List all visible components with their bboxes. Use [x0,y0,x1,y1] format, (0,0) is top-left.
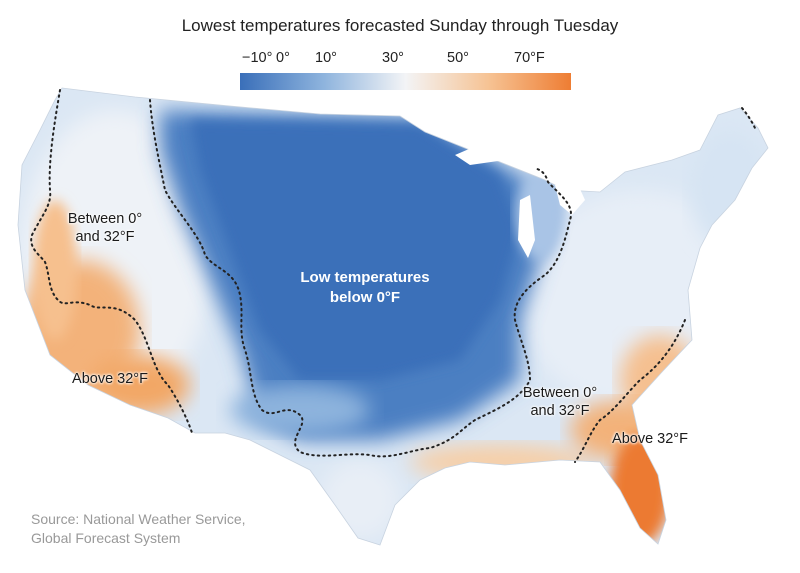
temperature-field [18,88,768,545]
label-line: and 32°F [530,403,590,419]
scale-tick-label: 0° [276,50,290,66]
isotherm-west [30,89,193,434]
map-title: Lowest temperatures forecasted Sunday th… [181,16,619,35]
label-line: and 32°F [75,229,135,245]
isotherm-central [149,99,572,458]
label-center-below: Low temperatures below 0°F [285,268,445,308]
scale-tick-label: 30° [382,50,404,66]
isotherm-lines [30,89,756,463]
label-west-above: Above 32°F [72,371,148,387]
lake-superior [455,140,520,165]
isotherm-southeast [574,319,686,463]
label-line: Between 0° [522,385,598,401]
source-note: Source: National Weather Service, Global… [31,510,246,548]
label-line: below 0°F [329,289,401,306]
lake-michigan [518,195,535,258]
scale-tick-label: −10° [242,50,273,66]
label-east-above: Above 32°F [612,431,688,447]
label-line: Low temperatures [300,269,430,286]
scale-tick-label: 10° [315,50,337,66]
color-scale-bar [240,73,571,90]
scale-tick-label: 70°F [514,50,545,66]
source-line: Source: National Weather Service, [31,511,246,527]
label-east-between: Between 0° and 32°F [505,384,615,420]
source-line: Global Forecast System [31,530,181,546]
label-west-between: Between 0° and 32°F [50,210,160,246]
scale-tick-label: 50° [447,50,469,66]
lake-huron [555,178,585,215]
isotherm-northeast [741,107,756,129]
label-line: Between 0° [67,211,143,227]
color-scale-labels: −10° 0° 10° 30° 50° 70°F [0,50,800,70]
